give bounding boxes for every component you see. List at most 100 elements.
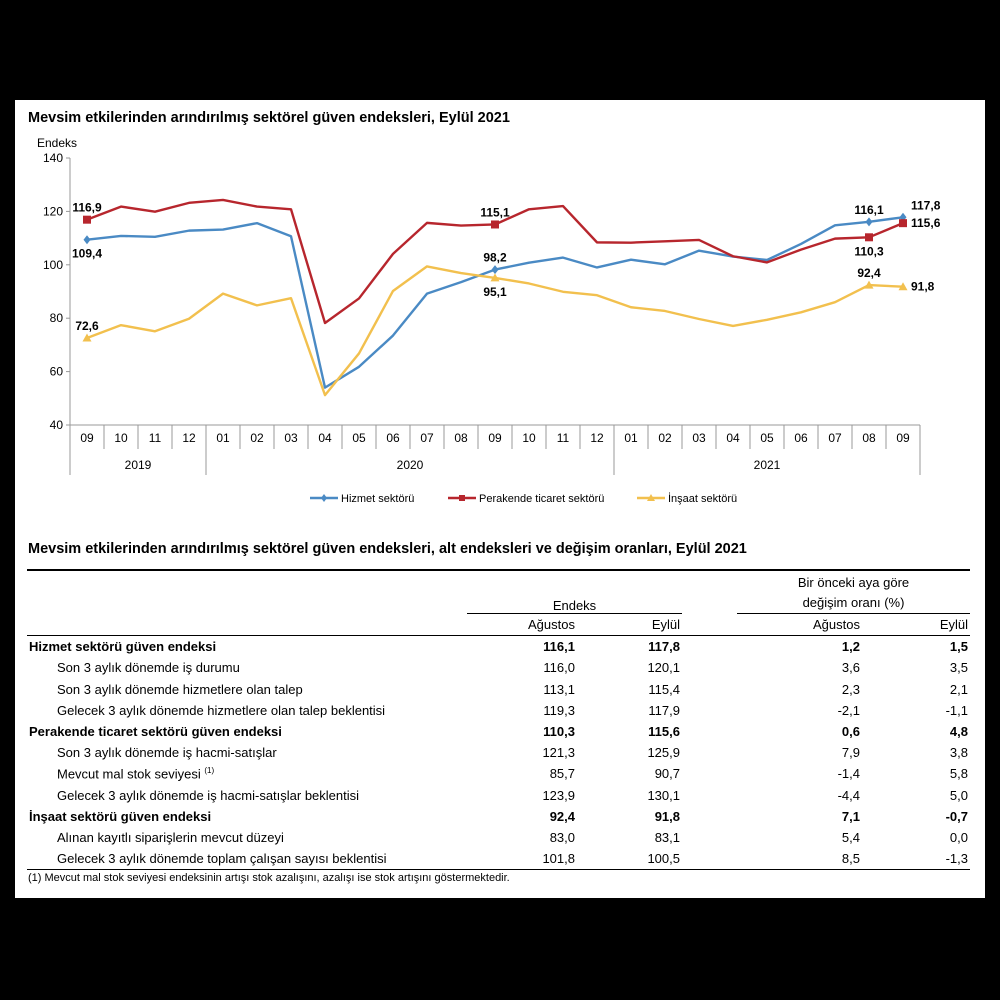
data-point: [647, 494, 655, 501]
cell-ch-aug: 7,9: [841, 745, 860, 761]
x-tick-label: 11: [557, 431, 570, 445]
table-row-sub: Alınan kayıtlı siparişlerin mevcut düzey…: [27, 827, 970, 848]
cell-ch-sep: 5,0: [949, 787, 968, 803]
cell-ch-sep: 0,0: [949, 829, 968, 845]
cell-aug: 113,1: [543, 681, 575, 697]
x-tick-label: 06: [386, 431, 400, 445]
x-tick-label: 02: [658, 431, 672, 445]
cell-sep: 90,7: [654, 766, 680, 782]
cell-ch-sep: -1,3: [862, 848, 970, 871]
table-title: Mevsim etkilerinden arındırılmış sektöre…: [28, 541, 747, 557]
cell-aug: 121,3: [542, 745, 575, 761]
x-tick-label: 05: [352, 431, 366, 445]
footnote-ref: (1): [204, 766, 215, 776]
row-label: Perakende ticaret sektörü güven endeksi: [29, 724, 282, 740]
x-tick-label: 05: [760, 431, 774, 445]
data-label: 115,6: [911, 216, 941, 230]
cell-aug: 101,8: [467, 848, 577, 871]
data-label: 110,3: [854, 244, 884, 258]
x-tick-label: 09: [896, 431, 910, 445]
table-row-sub: Mevcut mal stok seviyesi (1) 85,7 90,7 -1,4…: [27, 763, 970, 784]
cell-ch-sep: 5,8: [949, 766, 968, 782]
cell-ch-sep: 3,5: [949, 660, 968, 676]
table-row-main: Perakende ticaret sektörü güven endeksi 1…: [27, 721, 970, 742]
col-ch-sep-header: Eylül: [939, 617, 968, 633]
y-tick-label: 100: [43, 258, 63, 272]
y-tick-label: 140: [43, 151, 63, 165]
cell-ch-aug: 8,5: [737, 848, 862, 871]
data-point: [83, 215, 91, 224]
y-tick-label: 40: [50, 418, 64, 432]
cell-ch-sep: -1,1: [945, 702, 968, 718]
data-label: 116,9: [72, 201, 102, 215]
data-point: [865, 233, 873, 242]
cell-ch-aug: 3,6: [841, 660, 860, 676]
x-tick-label: 01: [216, 431, 230, 445]
year-label: 2020: [397, 458, 424, 472]
data-label: 95,1: [483, 285, 507, 299]
data-point: [899, 219, 907, 228]
cell-ch-aug: 1,2: [737, 635, 862, 658]
cell-ch-sep: 2,1: [949, 681, 968, 697]
x-tick-label: 06: [794, 431, 808, 445]
cell-ch-sep: 4,8: [949, 724, 968, 740]
table-row-sub: Gelecek 3 aylık dönemde hizmetlere olan …: [27, 700, 970, 721]
cell-sep: 117,9: [648, 702, 680, 718]
cell-aug: 85,7: [549, 766, 575, 782]
index-table: Endeks Bir önceki aya göre değişim oranı…: [27, 569, 970, 871]
x-tick-label: 07: [828, 431, 842, 445]
cell-sep: 130,1: [647, 787, 680, 803]
cell-sep: 115,4: [648, 681, 680, 697]
x-tick-label: 09: [80, 431, 94, 445]
row-label: Son 3 aylık dönemde hizmetlere olan tale…: [57, 681, 303, 697]
footnote: (1) Mevcut mal stok seviyesi endeksinin …: [28, 872, 510, 884]
y-tick-label: 80: [50, 311, 64, 325]
data-point: [491, 220, 499, 229]
x-tick-label: 03: [284, 431, 298, 445]
header-change: Bir önceki aya göre değişim oranı (%): [737, 569, 970, 614]
x-tick-label: 09: [488, 431, 502, 445]
cell-sep: 115,6: [648, 724, 680, 740]
data-point: [491, 265, 499, 275]
x-tick-label: 10: [114, 431, 128, 445]
cell-aug: 123,9: [542, 787, 575, 803]
cell-ch-aug: -4,4: [837, 787, 860, 803]
row-label: Mevcut mal stok seviyesi (1): [57, 766, 215, 782]
table-row-main: İnşaat sektörü güven endeksi 92,4 91,8 7,1 -…: [27, 806, 970, 827]
x-tick-label: 04: [318, 431, 332, 445]
row-label: İnşaat sektörü güven endeksi: [29, 808, 212, 824]
cell-sep: 100,5: [577, 848, 682, 871]
cell-aug: 92,4: [549, 808, 575, 824]
table-row-sub: Son 3 aylık dönemde hizmetlere olan tale…: [27, 679, 970, 700]
year-label: 2019: [125, 458, 152, 472]
table-row-sub: Son 3 aylık dönemde iş hacmi-satışlar 121…: [27, 742, 970, 763]
cell-aug: 116,0: [543, 660, 575, 676]
cell-ch-aug: 5,4: [841, 829, 860, 845]
row-label: Son 3 aylık dönemde iş hacmi-satışlar: [57, 745, 277, 761]
data-label: 117,8: [911, 198, 941, 212]
data-point: [321, 494, 327, 502]
row-label: Gelecek 3 aylık dönemde toplam çalışan s…: [27, 848, 467, 871]
col-sep-header: Eylül: [651, 617, 680, 633]
legend-label: Hizmet sektörü: [341, 493, 414, 505]
data-label: 116,1: [854, 203, 884, 217]
data-point: [865, 217, 873, 227]
data-label: 72,6: [75, 319, 99, 333]
cell-sep: 117,8: [577, 635, 682, 658]
x-tick-label: 07: [420, 431, 434, 445]
x-tick-label: 04: [726, 431, 740, 445]
header-change-line2: değişim oranı (%): [802, 595, 905, 610]
y-axis-label: Endeks: [37, 136, 77, 150]
report-panel: Mevsim etkilerinden arındırılmış sektöre…: [15, 100, 985, 898]
data-point: [490, 273, 500, 282]
cell-sep: 120,1: [647, 660, 680, 676]
x-tick-label: 12: [182, 431, 196, 445]
row-label: Hizmet sektörü güven endeksi: [27, 635, 467, 658]
row-label: Gelecek 3 aylık dönemde hizmetlere olan …: [57, 702, 386, 718]
cell-ch-sep: -0,7: [945, 808, 968, 824]
data-label: 91,8: [911, 280, 935, 294]
col-ch-aug-header: Ağustos: [813, 617, 860, 633]
legend-label: İnşaat sektörü: [668, 492, 737, 505]
y-tick-label: 120: [43, 204, 63, 218]
cell-sep: 125,9: [647, 745, 680, 761]
